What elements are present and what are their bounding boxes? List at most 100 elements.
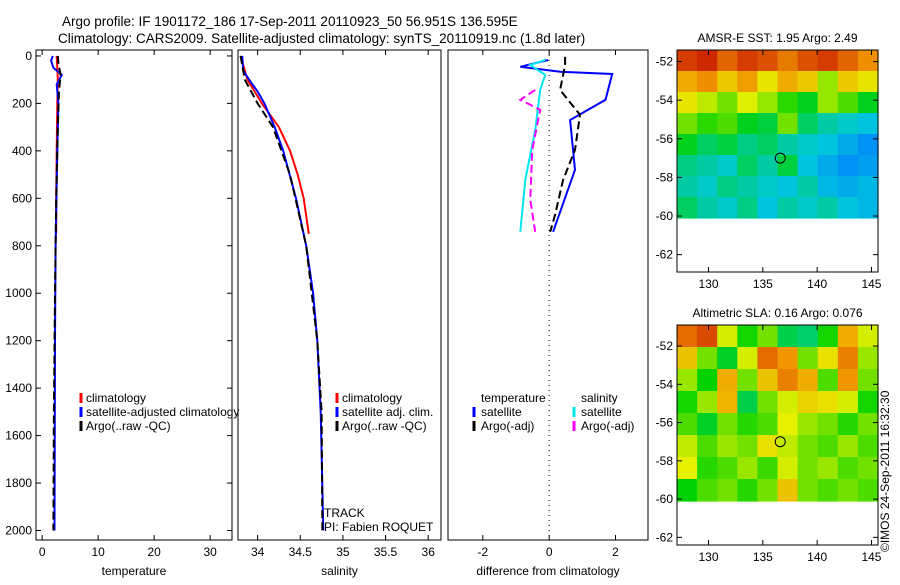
- heatmap-cell: [817, 71, 839, 93]
- heatmap-cell: [817, 50, 839, 72]
- y-tick-label: -56: [656, 416, 674, 430]
- heatmap-cell: [717, 391, 738, 414]
- heatmap-cell: [797, 92, 819, 114]
- heatmap-cell: [837, 325, 859, 348]
- y-tick-label: -54: [656, 377, 674, 391]
- heatmap-cell: [797, 369, 819, 392]
- heatmap-cell: [697, 134, 718, 156]
- heatmap-cell: [757, 479, 779, 502]
- heatmap-cell: [857, 176, 879, 198]
- heatmap-cell: [817, 92, 839, 114]
- heatmap-cell: [777, 50, 799, 72]
- y-tick-label: -56: [656, 132, 674, 146]
- y-tick-label: -58: [656, 454, 674, 468]
- figure-title-line2: Climatology: CARS2009. Satellite-adjuste…: [58, 31, 585, 46]
- legend-entry: satellite adj. clim.: [342, 405, 433, 419]
- y-tick-label: -60: [656, 492, 674, 506]
- heatmap-cell: [857, 155, 879, 177]
- heatmap-cell: [857, 134, 879, 156]
- heatmap-cell: [837, 391, 859, 414]
- heatmap-cell: [837, 347, 859, 370]
- heatmap-cell: [697, 113, 718, 135]
- heatmap-cell: [857, 479, 879, 502]
- legend-entry: satellite: [581, 405, 622, 419]
- y-tick-label: 0: [25, 49, 32, 63]
- axes-frame: [237, 49, 442, 541]
- heatmap-cell: [777, 457, 799, 480]
- heatmap-cell: [697, 325, 718, 348]
- heatmap-cell: [757, 155, 779, 177]
- series-line-argo-raw-qc-: [52, 55, 62, 531]
- heatmap-cell: [697, 197, 718, 219]
- heatmap-cell: [777, 134, 799, 156]
- heatmap-cell: [717, 413, 738, 436]
- heatmap-cell: [837, 92, 859, 114]
- heatmap-cell: [677, 155, 698, 177]
- heatmap-cell: [797, 50, 819, 72]
- heatmap-cell: [797, 71, 819, 93]
- heatmap-cell: [837, 71, 859, 93]
- heatmap-cell: [857, 92, 879, 114]
- heatmap-cell: [677, 413, 698, 436]
- x-tick-label: 34: [251, 545, 265, 559]
- heatmap-cell: [777, 155, 799, 177]
- heatmap-cell: [757, 391, 779, 414]
- heatmap-cells: [677, 325, 879, 502]
- heatmap-cell: [677, 134, 698, 156]
- heatmap-cell: [737, 50, 758, 72]
- x-tick-label: 2: [612, 545, 619, 559]
- x-tick-label: 34.5: [289, 545, 313, 559]
- heatmap-cell: [737, 155, 758, 177]
- heatmap-cell: [717, 155, 738, 177]
- x-tick-label: 135: [753, 550, 773, 564]
- legend-header: temperature: [481, 391, 546, 405]
- heatmap-cell: [777, 413, 799, 436]
- heatmap-cell: [717, 113, 738, 135]
- series-line-argo-raw-qc-: [239, 55, 324, 531]
- heatmap-cell: [677, 457, 698, 480]
- heatmap-cell: [797, 134, 819, 156]
- heatmap-cell: [817, 113, 839, 135]
- legend-entry: satellite: [481, 405, 522, 419]
- x-tick-label: 145: [861, 277, 881, 291]
- y-tick-label: 1200: [5, 334, 32, 348]
- heatmap-cell: [857, 325, 879, 348]
- heatmap-cell: [797, 413, 819, 436]
- heatmap-cell: [737, 347, 758, 370]
- copyright-label: ©IMOS 24-Sep-2011 16:32:30: [878, 390, 892, 552]
- x-tick-label: 0: [546, 545, 553, 559]
- figure-title-line1: Argo profile: IF 1901172_186 17-Sep-2011…: [62, 14, 518, 29]
- argo-position-marker: [774, 152, 786, 164]
- heatmap-cell: [837, 134, 859, 156]
- heatmap-cell: [837, 413, 859, 436]
- y-tick-label: 1600: [5, 429, 32, 443]
- heatmap-cell: [737, 479, 758, 502]
- x-axis-label: salinity: [321, 564, 358, 578]
- heatmap-cell: [777, 479, 799, 502]
- heatmap-cell: [777, 325, 799, 348]
- heatmap-cell: [677, 197, 698, 219]
- heatmap-cell: [677, 369, 698, 392]
- heatmap-cell: [737, 197, 758, 219]
- x-tick-label: 130: [698, 550, 718, 564]
- heatmap-cell: [857, 391, 879, 414]
- heatmap-cell: [697, 347, 718, 370]
- axes-frame: [676, 49, 879, 273]
- y-tick-label: -52: [656, 339, 674, 353]
- x-tick-label: 20: [147, 545, 161, 559]
- heatmap-cell: [717, 325, 738, 348]
- heatmap-cell: [857, 197, 879, 219]
- map-title: AMSR-E SST: 1.95 Argo: 2.49: [697, 31, 857, 45]
- x-tick-label: 140: [807, 550, 827, 564]
- x-tick-label: -2: [477, 545, 488, 559]
- heatmap-cell: [697, 176, 718, 198]
- track-label: TRACK: [324, 506, 365, 520]
- heatmap-cell: [717, 369, 738, 392]
- heatmap-cell: [837, 435, 859, 458]
- x-tick-label: 140: [807, 277, 827, 291]
- x-tick-label: 10: [91, 545, 105, 559]
- heatmap-cell: [697, 50, 718, 72]
- heatmap-cell: [817, 435, 839, 458]
- legend-header: salinity: [581, 391, 618, 405]
